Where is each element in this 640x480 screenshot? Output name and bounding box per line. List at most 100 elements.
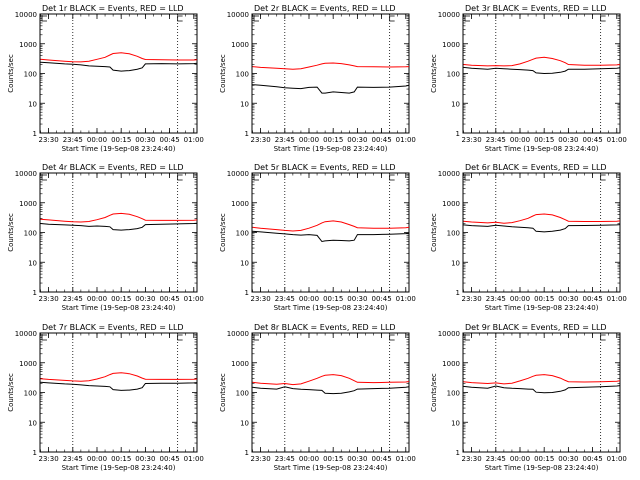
x-tick-label: 00:15 [323,295,343,303]
x-tick-label: 00:45 [582,455,602,463]
lld-series-line [40,212,198,223]
y-tick-label: 1000 [231,360,249,368]
detector-panel-9: Det 9r BLACK = Events, RED = LLD 1 10 100 10… [430,323,627,472]
x-tick-label: 01:00 [184,136,204,144]
x-tick-label: 00:45 [582,136,602,144]
y-tick-label: 1000 [19,41,37,49]
plot-frame [39,13,198,134]
interval-bracket [389,15,395,22]
y-tick-label: 10000 [438,330,460,338]
x-tick-label: 00:00 [87,295,107,303]
events-series-line [40,61,198,72]
y-tick-label: 10 [28,259,37,267]
plot-frame [39,172,198,293]
lld-series-line [463,56,621,67]
x-tick-label: 01:00 [396,455,416,463]
panel-title: Det 1r BLACK = Events, RED = LLD [42,4,184,13]
y-axis-label: Counts/sec [7,373,15,412]
plot-frame [251,332,410,453]
x-tick-label: 23:30 [251,136,271,144]
lld-series-line [252,374,410,386]
x-tick-label: 00:15 [534,295,554,303]
x-tick-label: 23:30 [39,295,59,303]
x-tick-label: 00:00 [510,136,530,144]
events-series-line [252,84,410,94]
y-tick-label: 1 [33,289,37,297]
x-tick-label: 00:30 [135,295,155,303]
y-axis-label: Counts/sec [430,54,438,93]
interval-bracket [600,15,606,22]
x-tick-label: 01:00 [607,295,627,303]
x-tick-label: 23:45 [275,295,295,303]
interval-bracket [600,174,606,181]
x-tick-label: 23:45 [486,295,506,303]
panel-title: Det 5r BLACK = Events, RED = LLD [254,163,396,172]
y-tick-label: 1000 [19,200,37,208]
y-tick-label: 1000 [231,200,249,208]
x-tick-label: 00:00 [299,136,319,144]
y-tick-label: 1000 [442,200,460,208]
detector-panel-8: Det 8r BLACK = Events, RED = LLD 1 10 100 10… [219,323,416,472]
y-tick-label: 10 [28,419,37,427]
x-tick-label: 23:30 [251,455,271,463]
events-series-line [252,386,410,395]
interval-bracket [41,334,47,341]
x-axis-label: Start Time (19-Sep-08 23:24:40) [274,304,388,312]
x-tick-label: 23:45 [63,455,83,463]
x-tick-label: 23:30 [39,136,59,144]
detector-panel-3: Det 3r BLACK = Events, RED = LLD 1 10 100 10… [430,4,627,153]
y-tick-label: 10000 [438,11,460,19]
x-axis-label: Start Time (19-Sep-08 23:24:40) [62,304,176,312]
x-tick-label: 00:00 [510,295,530,303]
interval-bracket [41,15,47,22]
plot-frame [251,13,410,134]
x-tick-label: 00:30 [347,136,367,144]
y-axis-label: Counts/sec [430,213,438,252]
x-tick-label: 00:45 [371,295,391,303]
y-tick-label: 1000 [19,360,37,368]
interval-bracket [41,174,47,181]
x-tick-label: 00:45 [159,295,179,303]
interval-bracket [600,334,606,341]
interval-bracket [177,15,183,22]
y-tick-label: 1 [456,130,460,138]
y-tick-label: 10 [240,419,249,427]
x-tick-label: 23:30 [462,295,482,303]
y-tick-label: 1 [245,449,249,457]
interval-bracket [464,15,470,22]
y-tick-label: 10 [451,100,460,108]
x-tick-label: 00:00 [87,136,107,144]
x-tick-label: 00:45 [159,136,179,144]
y-tick-label: 100 [24,390,37,398]
panel-title: Det 2r BLACK = Events, RED = LLD [254,4,396,13]
x-axis-label: Start Time (19-Sep-08 23:24:40) [485,304,599,312]
events-series-line [40,381,198,391]
x-tick-label: 00:15 [111,455,131,463]
x-tick-label: 23:45 [63,295,83,303]
x-tick-label: 00:30 [135,455,155,463]
y-axis-label: Counts/sec [430,373,438,412]
x-axis-label: Start Time (19-Sep-08 23:24:40) [62,464,176,472]
lld-series-line [252,62,410,70]
y-tick-label: 100 [236,390,249,398]
x-tick-label: 00:30 [347,455,367,463]
x-tick-label: 00:15 [534,455,554,463]
interval-bracket [253,174,259,181]
detector-panel-7: Det 7r BLACK = Events, RED = LLD 1 10 100 10… [7,323,204,472]
x-tick-label: 23:45 [275,455,295,463]
detector-panel-5: Det 5r BLACK = Events, RED = LLD 1 10 100 10… [219,163,416,312]
panel-title: Det 9r BLACK = Events, RED = LLD [465,323,607,332]
lld-series-line [463,374,621,385]
x-axis-label: Start Time (19-Sep-08 23:24:40) [274,145,388,153]
x-tick-label: 23:45 [275,136,295,144]
interval-bracket [253,334,259,341]
x-tick-label: 00:30 [347,295,367,303]
detector-panel-2: Det 2r BLACK = Events, RED = LLD 1 10 100 10… [219,4,416,153]
y-tick-label: 1 [245,130,249,138]
y-axis-label: Counts/sec [219,54,227,93]
x-axis-label: Start Time (19-Sep-08 23:24:40) [485,145,599,153]
x-tick-label: 01:00 [607,136,627,144]
plot-frame [251,172,410,293]
lld-series-line [40,372,198,382]
x-tick-label: 23:45 [486,136,506,144]
